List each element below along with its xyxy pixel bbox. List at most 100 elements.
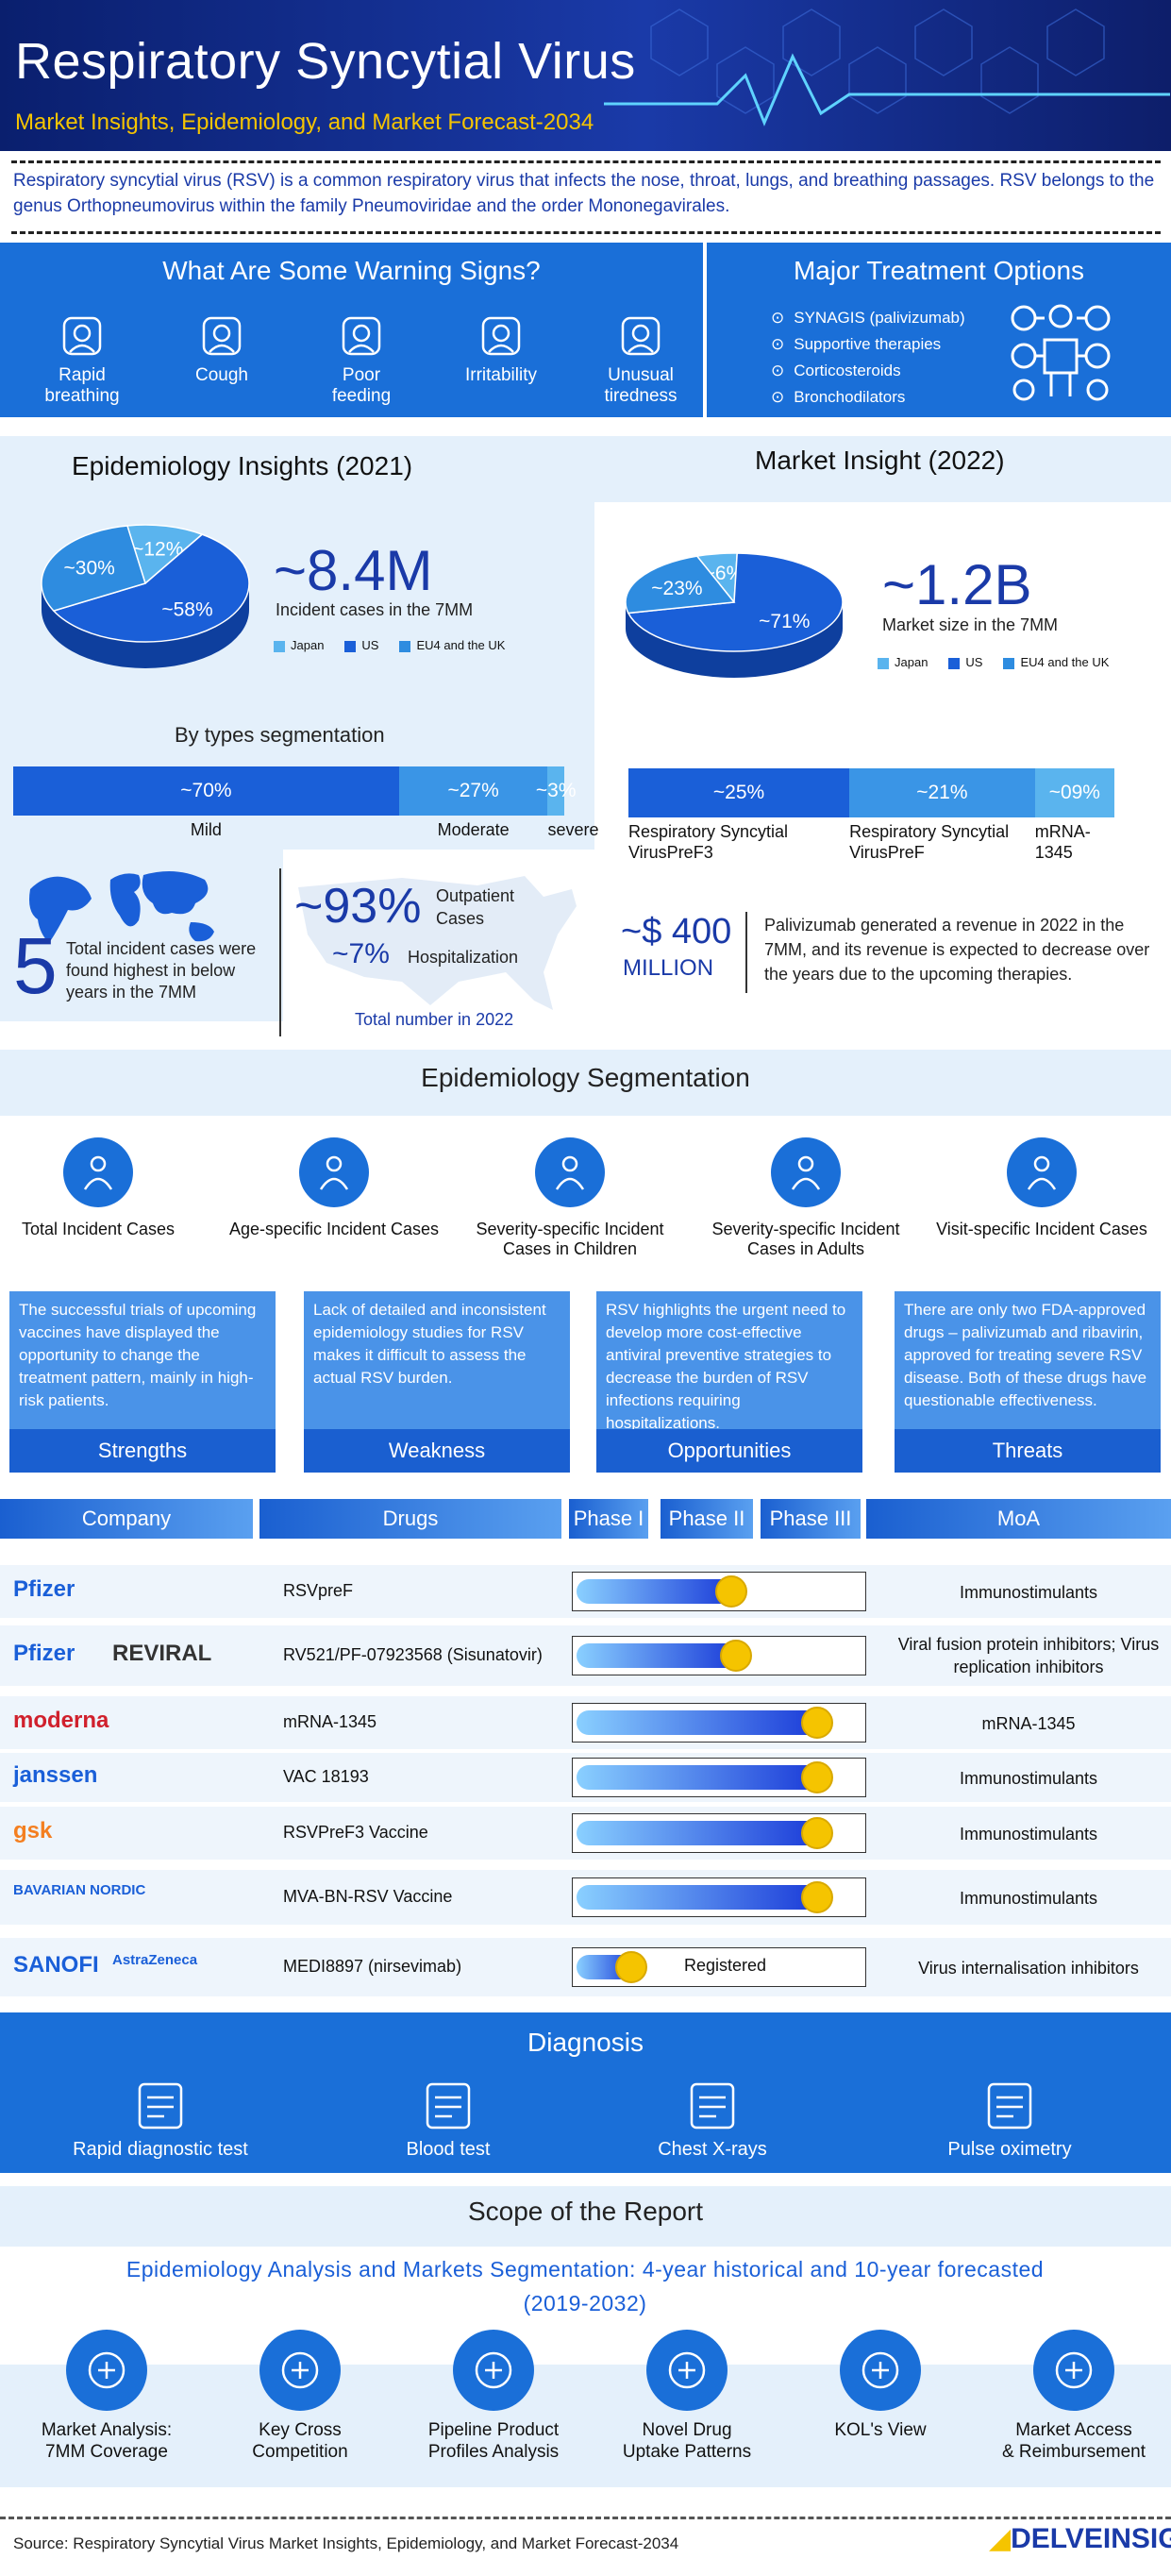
outpatient-pct: ~93%	[294, 879, 422, 934]
legend-swatch	[399, 640, 411, 652]
blood-test-icon	[418, 2080, 478, 2131]
swot-weakness-text: Lack of detailed and inconsistent epidem…	[304, 1291, 570, 1429]
divider	[11, 160, 1161, 163]
company-logo: gsk	[13, 1818, 53, 1844]
pie-slice-us	[627, 552, 844, 652]
progress-dot-icon	[801, 1817, 834, 1849]
market-title-bg	[594, 436, 1171, 502]
scope-title: Scope of the Report	[467, 2197, 704, 2226]
legend-swatch	[878, 657, 889, 669]
pie-slice-eu4-and-the-uk	[41, 525, 146, 612]
company-logo: moderna	[13, 1708, 109, 1733]
moa-text: mRNA-1345	[981, 1714, 1076, 1733]
swot-opportunities-text: RSV highlights the urgent need to develo…	[596, 1291, 862, 1432]
treatment-item: ⊙ Bronchodilators	[771, 388, 905, 407]
phase-track	[572, 1758, 866, 1797]
col-moa: MoA	[866, 1499, 1171, 1539]
progress-dot-icon	[801, 1761, 834, 1793]
drug-name: MVA-BN-RSV Vaccine	[283, 1887, 453, 1906]
divider	[703, 243, 707, 417]
warning-label: Rapid breathing	[44, 365, 120, 406]
warning-signs-panel: What Are Some Warning Signs? Rapid breat…	[0, 243, 703, 417]
revenue-text: Palivizumab generated a revenue in 2022 …	[764, 916, 1150, 984]
scope-label: Novel Drug Uptake Patterns	[622, 2420, 752, 2462]
pipeline-icon	[453, 2330, 534, 2411]
bar-label: Moderate	[437, 820, 510, 839]
outpatient-label: Outpatient Cases	[436, 886, 515, 928]
drug-name: RSVpreF	[283, 1581, 354, 1600]
five-text: Total incident cases were found highest …	[66, 939, 257, 1002]
legend-item: EU4 and the UK	[1003, 655, 1109, 669]
brand-label: DELVEINSIGHT	[1011, 2523, 1171, 2554]
company-logo: BAVARIAN NORDIC	[13, 1882, 146, 1898]
swot-threats-text: There are only two FDA-approved drugs – …	[895, 1291, 1161, 1429]
phase-progress-bar	[577, 1707, 834, 1739]
warning-signs-title: What Are Some Warning Signs?	[162, 256, 541, 285]
drug-icon	[646, 2330, 728, 2411]
us-map-icon	[298, 876, 577, 1010]
divider	[745, 912, 747, 993]
revenue-unit: MILLION	[623, 955, 714, 981]
epi-big-number: ~8.4M	[274, 539, 433, 602]
market-big-caption: Market size in the 7MM	[882, 615, 1059, 634]
legend-label: EU4 and the UK	[1020, 655, 1110, 669]
five-number: 5	[13, 921, 58, 1010]
pie-label: ~58%	[161, 598, 212, 620]
legend-label: Japan	[291, 638, 325, 652]
header-banner: Respiratory Syncytial Virus Market Insig…	[0, 0, 1171, 151]
company-logo: SANOFI	[13, 1952, 99, 1978]
xray-icon	[682, 2080, 743, 2131]
drug-name: RV521/PF-07923568 (Sisunatovir)	[283, 1645, 543, 1664]
bar-label: Mild	[190, 820, 222, 839]
moa-text: Viral fusion protein inhibitors; Virus r…	[897, 1635, 1160, 1676]
progress-dot-icon	[720, 1640, 753, 1672]
people-icon	[63, 1137, 133, 1207]
phase-progress-bar	[577, 1640, 753, 1672]
market-segment-labels: Respiratory Syncytial VirusPreF3 Respirat…	[628, 821, 1114, 868]
market-segment-bar: ~25% ~21% ~09%	[628, 768, 1114, 817]
company-logo: Pfizer	[13, 1641, 75, 1666]
moa-text: Virus internalisation inhibitors	[918, 1959, 1139, 1978]
kol-icon	[840, 2330, 921, 2411]
divider	[0, 2517, 1171, 2519]
progress-dot-icon	[801, 1881, 834, 1913]
diagnosis-title: Diagnosis	[527, 2028, 644, 2057]
epi-seg-label: Total Incident Cases	[21, 1220, 176, 1238]
epi-seg-title: Epidemiology Segmentation	[421, 1063, 750, 1092]
legend-label: US	[965, 655, 983, 669]
epi-seg-label: Severity-specific Incident Cases in Adul…	[711, 1220, 900, 1258]
scope-items-bg	[0, 2365, 1171, 2487]
pie-slice-japan	[125, 524, 204, 585]
hospitalization-pct: ~7%	[332, 938, 390, 969]
legend-item: Japan	[878, 655, 928, 669]
competition-icon	[259, 2330, 341, 2411]
drug-name: VAC 18193	[283, 1767, 369, 1786]
family-icon	[299, 1137, 369, 1207]
bullet-icon: ⊙	[771, 335, 785, 353]
lungs-icon	[57, 311, 108, 362]
swot-threats-title: Threats	[895, 1429, 1161, 1473]
treatment-item: ⊙ SYNAGIS (palivizumab)	[771, 309, 965, 328]
phase-track: Registered	[572, 1947, 866, 1987]
moa-text: Immunostimulants	[959, 1769, 1098, 1788]
scope-title-bg	[0, 2186, 1171, 2247]
bullet-icon: ⊙	[771, 309, 785, 327]
treatment-label: Corticosteroids	[794, 362, 901, 379]
swot-strengths-title: Strengths	[9, 1429, 276, 1473]
epi-legend: Japan US EU4 and the UK	[274, 638, 526, 652]
revenue-value: ~$ 400	[621, 912, 732, 951]
hospitalization-label: Hospitalization	[408, 948, 519, 967]
divider	[11, 231, 1161, 234]
drug-name: mRNA-1345	[283, 1712, 377, 1731]
col-company: Company	[0, 1499, 253, 1539]
diagnosis-panel: Diagnosis Rapid diagnostic test Blood tes…	[0, 2012, 1171, 2173]
world-map-icon	[29, 871, 214, 943]
pie-label: ~30%	[64, 558, 115, 580]
epidemiology-title: Epidemiology Insights (2021)	[72, 451, 413, 480]
company-logo: Pfizer	[13, 1576, 75, 1602]
epi-seg-label: Severity-specific Incident Cases in Chil…	[476, 1220, 664, 1258]
bar-segment: ~25%	[628, 768, 850, 817]
bar-label: Respiratory Syncytial VirusPreF	[849, 822, 1010, 862]
scope-label: Market Analysis: 7MM Coverage	[41, 2420, 173, 2462]
market-big-number: ~1.2B	[882, 553, 1032, 616]
